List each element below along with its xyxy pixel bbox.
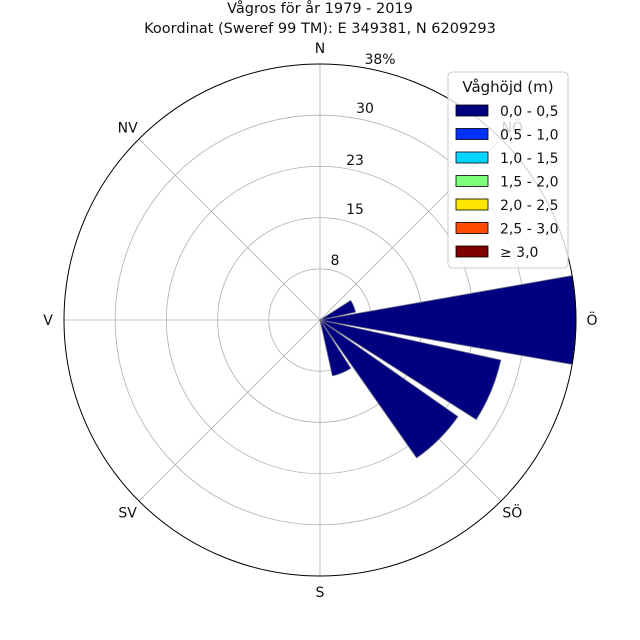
direction-label: N <box>315 41 325 57</box>
legend-label: 0,0 - 0,5 <box>500 104 558 120</box>
legend-label: 1,0 - 1,5 <box>500 151 558 167</box>
legend-swatch <box>455 151 489 164</box>
chart-subtitle: Koordinat (Sweref 99 TM): E 349381, N 62… <box>144 21 496 37</box>
chart-title: Vågros för år 1979 - 2019 <box>227 0 413 17</box>
grid-spoke-8 <box>138 138 321 321</box>
direction-label: Ö <box>586 311 597 329</box>
legend-label: ≥ 3,0 <box>500 245 538 261</box>
outer-boundary <box>63 63 577 577</box>
grid-spoke-6 <box>138 319 321 502</box>
legend-swatch <box>455 128 489 140</box>
direction-label: S <box>316 585 325 601</box>
rose-sector-5 <box>319 319 352 377</box>
rose-sector-4 <box>319 319 459 459</box>
ring-tick-label: 15 <box>346 202 364 218</box>
legend-swatch <box>455 198 489 211</box>
ring-labels: 38% 8 15 23 30 <box>331 52 396 269</box>
legend-title: Våghöjd (m) <box>462 78 553 96</box>
direction-label: SV <box>118 505 137 521</box>
legend-swatch <box>455 222 489 234</box>
direction-label: SÖ <box>502 503 522 521</box>
ring-tick-label: 30 <box>356 101 374 117</box>
rose-sector-3 <box>319 319 502 421</box>
rose-sector-1 <box>319 299 356 321</box>
legend-label: 0,5 - 1,0 <box>500 128 558 144</box>
direction-label: NV <box>118 121 138 137</box>
direction-label: V <box>43 313 53 329</box>
ring-tick-label: 8 <box>331 253 340 269</box>
legend-box <box>447 71 569 269</box>
rose-sectors <box>319 275 577 459</box>
legend-swatch <box>455 175 489 187</box>
legend-label: 1,5 - 2,0 <box>500 175 558 191</box>
legend-label: 2,0 - 2,5 <box>500 198 558 214</box>
legend-swatch <box>455 245 489 258</box>
ring-tick-label: 23 <box>346 153 364 169</box>
legend-label: 2,5 - 3,0 <box>500 222 558 238</box>
ring-max-label: 38% <box>364 52 395 68</box>
legend-items: 0,0 - 0,5 0,5 - 1,0 1,0 - 1,5 1,5 - 2,0 2,0 … <box>455 104 558 261</box>
legend-swatch <box>455 104 489 117</box>
legend: Våghöjd (m) 0,0 - 0,5 0,5 - 1,0 1,0 - 1,5 1… <box>447 71 569 269</box>
